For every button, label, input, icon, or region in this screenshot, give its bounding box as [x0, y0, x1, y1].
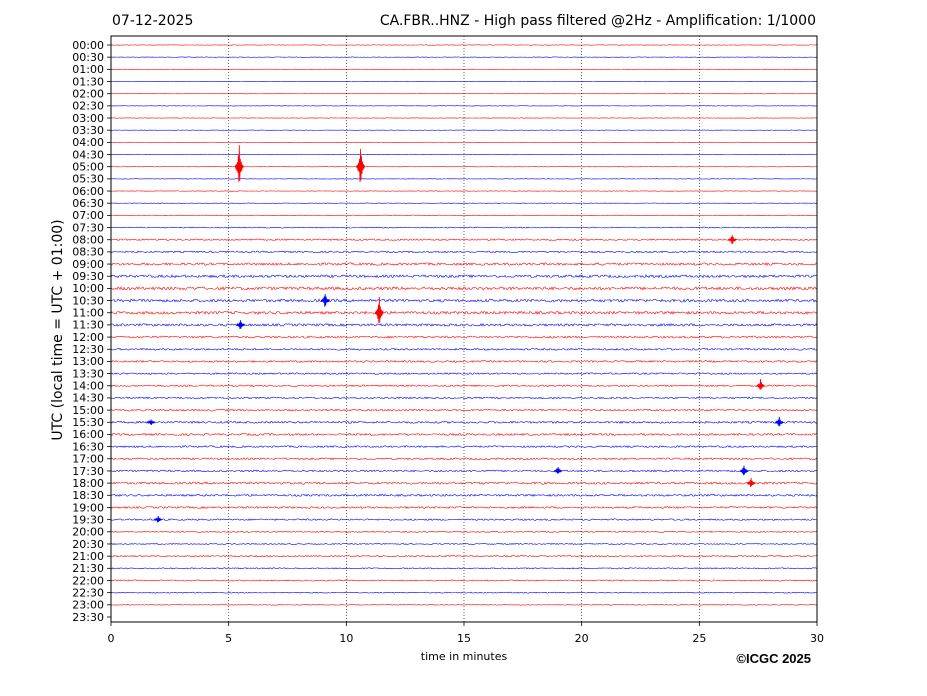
x-tick-label: 30: [810, 632, 824, 645]
y-tick-label: 17:00: [72, 453, 104, 466]
event-burst: [746, 477, 756, 488]
y-tick-label: 15:00: [72, 404, 104, 417]
event-burst: [553, 466, 563, 474]
event-burst: [234, 145, 244, 182]
y-tick-label: 01:30: [72, 75, 104, 88]
y-tick-label: 12:00: [72, 331, 104, 344]
trace-line: [110, 226, 818, 229]
y-tick-label: 17:30: [72, 465, 104, 478]
x-axis: 0 5 10 15 20 25 30: [108, 622, 824, 645]
trace-line: [110, 250, 818, 254]
y-axis-label: UTC (local time = UTC + 01:00): [50, 219, 66, 440]
event-burst: [739, 465, 749, 476]
y-tick-label: 04:30: [72, 148, 104, 161]
x-tick-label: 5: [225, 632, 232, 645]
chart-title: CA.FBR..HNZ - High pass filtered @2Hz - …: [380, 13, 816, 29]
x-tick-label: 0: [108, 632, 115, 645]
y-tick-label: 03:00: [72, 112, 104, 125]
copyright-text: ©ICGC 2025: [736, 651, 811, 666]
y-tick-label: 23:30: [72, 611, 104, 624]
y-tick-label: 11:30: [72, 319, 104, 332]
y-tick-label: 19:30: [72, 513, 104, 526]
y-tick-label: 02:00: [72, 87, 104, 100]
trace-line: [110, 190, 818, 192]
trace-line: [110, 202, 818, 204]
y-tick-label: 13:00: [72, 355, 104, 368]
y-tick-label: 05:30: [72, 173, 104, 186]
trace-line: [110, 579, 818, 582]
y-tick-label: 08:30: [72, 246, 104, 259]
event-burst: [146, 419, 156, 426]
y-tick-label: 14:00: [72, 380, 104, 393]
y-tick-label: 07:00: [72, 209, 104, 222]
minute-gridlines: [228, 36, 700, 622]
x-tick-label: 15: [457, 632, 471, 645]
y-tick-label: 10:30: [72, 294, 104, 307]
y-tick-label: 20:00: [72, 526, 104, 539]
y-tick-label: 19:00: [72, 501, 104, 514]
y-tick-label: 22:00: [72, 574, 104, 587]
y-tick-label: 21:30: [72, 562, 104, 575]
y-tick-label: 03:30: [72, 124, 104, 137]
chart-date: 07-12-2025: [112, 13, 193, 29]
event-burst: [320, 293, 330, 307]
y-tick-label: 12:30: [72, 343, 104, 356]
y-tick-label: 09:30: [72, 270, 104, 283]
y-tick-label: 18:00: [72, 477, 104, 490]
y-tick-label: 00:30: [72, 51, 104, 64]
y-tick-label: 16:00: [72, 428, 104, 441]
y-tick-label: 13:30: [72, 367, 104, 380]
row-labels: 00:0000:3001:0001:3002:0002:3003:0003:30…: [72, 39, 111, 624]
trace-line: [110, 591, 818, 594]
y-tick-label: 06:00: [72, 185, 104, 198]
y-tick-label: 05:00: [72, 161, 104, 174]
trace-line: [110, 604, 818, 606]
y-tick-label: 09:00: [72, 258, 104, 271]
event-burst: [774, 416, 784, 427]
y-tick-label: 16:30: [72, 440, 104, 453]
event-burst: [236, 320, 245, 329]
y-tick-label: 21:00: [72, 550, 104, 563]
x-axis-label: time in minutes: [421, 650, 508, 663]
event-burst: [756, 379, 765, 390]
event-burst: [356, 148, 365, 183]
y-tick-label: 20:30: [72, 538, 104, 551]
y-tick-label: 00:00: [72, 39, 104, 52]
y-tick-label: 02:30: [72, 100, 104, 113]
y-tick-label: 22:30: [72, 586, 104, 599]
trace-line: [110, 214, 818, 217]
y-tick-label: 11:00: [72, 307, 104, 320]
y-tick-label: 07:30: [72, 221, 104, 234]
y-tick-label: 10:00: [72, 282, 104, 295]
trace-line: [110, 420, 818, 424]
event-burst: [374, 296, 384, 324]
trace-line: [110, 469, 818, 473]
x-tick-label: 25: [692, 632, 706, 645]
trace-line: [110, 457, 818, 461]
y-tick-label: 23:00: [72, 599, 104, 612]
trace-line: [110, 396, 818, 400]
trace-line: [110, 408, 818, 412]
y-tick-label: 08:00: [72, 234, 104, 247]
event-burst: [153, 515, 163, 523]
y-tick-label: 18:30: [72, 489, 104, 502]
y-tick-label: 04:00: [72, 136, 104, 149]
x-tick-label: 20: [575, 632, 589, 645]
event-burst: [727, 235, 737, 245]
y-tick-label: 14:30: [72, 392, 104, 405]
y-tick-label: 15:30: [72, 416, 104, 429]
trace-line: [110, 384, 818, 388]
y-tick-label: 06:30: [72, 197, 104, 210]
trace-line: [110, 372, 818, 375]
trace-line: [110, 286, 818, 291]
x-tick-label: 10: [339, 632, 353, 645]
y-tick-label: 01:00: [72, 63, 104, 76]
